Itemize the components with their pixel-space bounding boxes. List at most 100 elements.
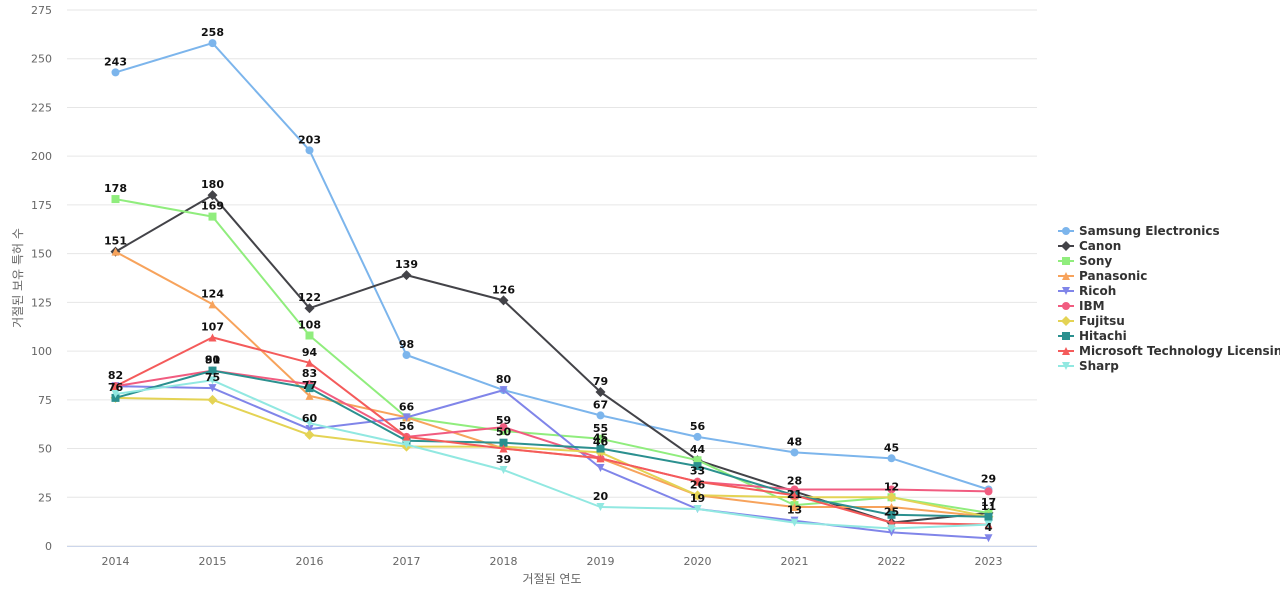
- data-label: 82: [108, 369, 123, 382]
- data-point: [790, 518, 799, 527]
- series-sharp: [111, 376, 993, 533]
- data-point: [207, 394, 218, 405]
- data-point: [596, 503, 605, 512]
- legend-marker: [1062, 257, 1070, 265]
- legend-label: Microsoft Technology Licensing: [1079, 344, 1280, 358]
- x-axis: 2014 2015 2016 2017 2018 2019 2020 2021 2022 2023: [67, 546, 1037, 568]
- data-point: [304, 303, 315, 314]
- data-point: [887, 485, 896, 494]
- data-point: [208, 212, 217, 221]
- data-label: 81: [205, 354, 220, 367]
- legend-label: Sharp: [1079, 359, 1119, 373]
- y-tick-label: 0: [45, 540, 52, 553]
- data-label: 258: [201, 26, 224, 39]
- data-label: 122: [298, 291, 321, 304]
- legend-item-fujitsu[interactable]: Fujitsu: [1058, 314, 1125, 328]
- legend-item-ibm[interactable]: IBM: [1058, 299, 1105, 313]
- data-point: [790, 448, 799, 457]
- data-label: 46: [593, 435, 609, 448]
- data-point: [984, 534, 993, 543]
- series-microsoft-technology-licensing: [111, 333, 993, 529]
- data-point: [402, 432, 411, 441]
- data-point: [886, 492, 897, 503]
- data-point: [887, 503, 896, 512]
- data-label: 67: [593, 398, 608, 411]
- data-label: 76: [108, 381, 124, 394]
- data-point: [499, 465, 508, 474]
- data-point: [692, 490, 703, 501]
- legend-label: Sony: [1079, 254, 1112, 268]
- series-line: [115, 250, 989, 518]
- data-point: [596, 454, 605, 463]
- legend-item-hitachi[interactable]: Hitachi: [1058, 329, 1127, 343]
- legend-marker: [1062, 287, 1070, 295]
- data-label: 243: [104, 55, 127, 68]
- y-tick-label: 75: [38, 394, 52, 407]
- y-tick-label: 275: [31, 4, 52, 17]
- data-point: [693, 462, 702, 471]
- data-point: [208, 376, 217, 385]
- series-layer: [110, 39, 994, 543]
- data-label: 108: [298, 318, 321, 331]
- legend-item-sony[interactable]: Sony: [1058, 254, 1112, 268]
- data-label: 169: [201, 200, 224, 213]
- data-label: 56: [690, 420, 706, 433]
- series-line: [115, 369, 989, 518]
- data-label: 45: [593, 432, 608, 445]
- data-label: 21: [787, 488, 802, 501]
- x-axis-title: 거절된 연도: [522, 572, 581, 586]
- data-label: 39: [496, 453, 511, 466]
- data-label: 75: [205, 371, 220, 384]
- series-canon: [110, 190, 994, 528]
- data-point: [208, 333, 217, 342]
- data-label: 20: [593, 490, 609, 503]
- legend-item-samsung-electronics[interactable]: Samsung Electronics: [1058, 224, 1220, 238]
- data-point: [984, 487, 993, 496]
- y-axis-title: 거절된 보유 특허 수: [11, 228, 25, 328]
- legend-item-microsoft-technology-licensing[interactable]: Microsoft Technology Licensing: [1058, 344, 1280, 358]
- legend-item-canon[interactable]: Canon: [1058, 239, 1121, 253]
- data-label: 11: [981, 500, 996, 513]
- data-point: [111, 382, 120, 391]
- legend-marker: [1062, 347, 1070, 355]
- data-label: 19: [690, 492, 705, 505]
- data-point: [208, 384, 217, 393]
- y-tick-label: 100: [31, 345, 52, 358]
- legend-item-panasonic[interactable]: Panasonic: [1058, 269, 1147, 283]
- data-label: 94: [302, 346, 318, 359]
- data-point: [499, 386, 508, 395]
- data-label: 180: [201, 178, 224, 191]
- legend-item-ricoh[interactable]: Ricoh: [1058, 284, 1116, 298]
- legend-marker: [1062, 362, 1070, 370]
- series-line: [114, 194, 989, 524]
- series-ibm: [111, 366, 993, 496]
- legend-label: IBM: [1079, 299, 1105, 313]
- data-label: 203: [298, 133, 321, 146]
- data-point: [401, 270, 412, 281]
- data-point: [208, 39, 217, 48]
- data-point: [305, 419, 314, 428]
- data-label: 56: [399, 420, 415, 433]
- legend-marker: [1061, 316, 1071, 326]
- data-label: 178: [104, 182, 127, 195]
- y-tick-label: 200: [31, 150, 52, 163]
- y-tick-label: 250: [31, 53, 52, 66]
- data-point: [207, 190, 218, 201]
- data-label: 151: [104, 235, 127, 248]
- data-point: [596, 464, 605, 473]
- data-point: [596, 444, 605, 453]
- data-point: [111, 68, 120, 77]
- data-point: [208, 366, 217, 375]
- data-label: 59: [496, 414, 511, 427]
- data-point: [984, 520, 993, 529]
- data-label: 26: [690, 478, 706, 491]
- data-label: 17: [981, 496, 996, 509]
- data-point: [402, 440, 411, 449]
- data-point: [499, 438, 508, 447]
- data-label: 124: [201, 287, 224, 300]
- series-line: [115, 379, 989, 530]
- legend-item-sharp[interactable]: Sharp: [1058, 359, 1119, 373]
- data-label: 48: [787, 435, 802, 448]
- data-point: [790, 503, 799, 512]
- y-tick-label: 50: [38, 443, 52, 456]
